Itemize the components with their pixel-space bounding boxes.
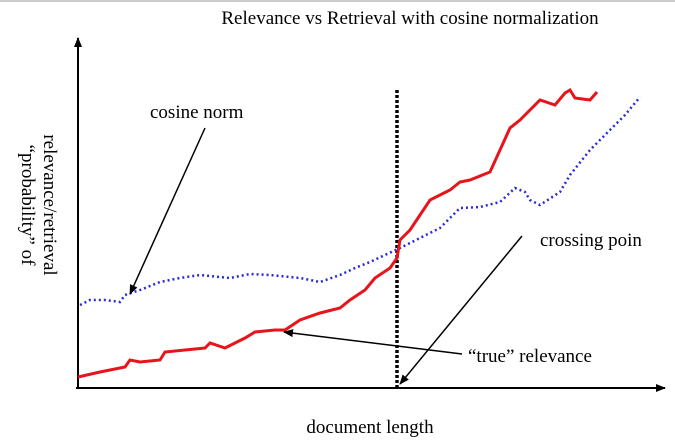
y-label-line: “probability” of [17,145,38,266]
annotation: crossing poin [540,230,642,251]
x-label: document length [306,417,434,438]
annotation-arrow [399,235,523,385]
title: Relevance vs Retrieval with cosine norma… [221,8,599,29]
annotation-arrow [129,127,206,295]
y-label-line: relevance/retrieval [39,134,60,275]
y-label: “probability” of relevance/retrieval [17,134,60,275]
cosine-norm-curve [79,96,641,307]
annotation-arrow [283,329,463,355]
annotation: “true” relevance [468,346,592,367]
true-relevance-curve [77,87,599,379]
annotation: cosine norm [150,102,244,123]
